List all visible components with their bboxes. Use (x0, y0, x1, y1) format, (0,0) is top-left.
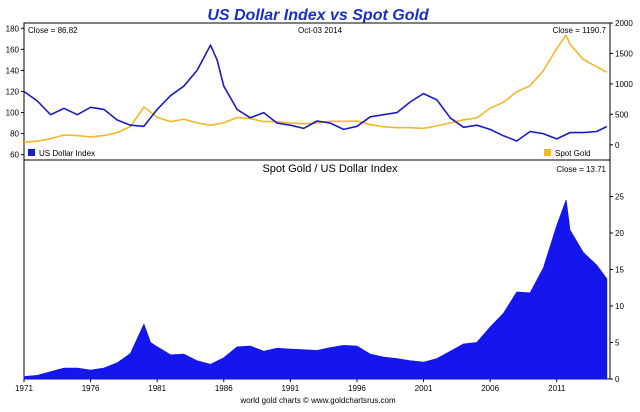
year-axis-tick-label: 2001 (415, 384, 433, 393)
year-axis-tick-label: 1986 (215, 384, 233, 393)
usd-gold-panel: Close = 86.82 Oct-03 2014 Close = 1190.7… (6, 19, 633, 161)
year-axis-tick-label: 1991 (281, 384, 299, 393)
ratio-axis-tick-label: 10 (615, 302, 624, 311)
legend-gold-swatch (544, 149, 551, 156)
gold-axis-tick-label: 2000 (615, 19, 633, 28)
usd-axis-tick-label: 180 (6, 24, 20, 33)
ratio-axis-tick-label: 5 (615, 339, 620, 348)
year-axis-tick-label: 1981 (148, 384, 166, 393)
top-series-group (23, 34, 608, 144)
top-date-label: Oct-03 2014 (298, 26, 343, 35)
usd-axis-tick-label: 100 (6, 109, 20, 118)
ratio-close: Close = 13.71 (556, 165, 606, 174)
legend-usd-label: US Dollar Index (39, 149, 95, 158)
ratio-axis-tick-label: 20 (615, 229, 624, 238)
legend-gold: Spot Gold (544, 149, 591, 158)
ratio-panel: Spot Gold / US Dollar Index Close = 13.7… (15, 159, 624, 393)
legend-gold-label: Spot Gold (555, 149, 591, 158)
gold-axis-tick-label: 1000 (615, 80, 633, 89)
year-axis: 1971 1976 1981 1986 1991 1996 2001 2006 2011 (15, 379, 566, 393)
gold-usd-ratio-area (23, 200, 608, 380)
usd-axis-tick-label: 60 (10, 151, 19, 160)
top-close-right: Close = 1190.7 (553, 26, 607, 35)
top-panel-frame (23, 22, 611, 161)
usd-axis-tick-label: 140 (6, 66, 20, 75)
year-axis-tick-label: 1976 (82, 384, 100, 393)
usd-axis-tick-label: 80 (10, 130, 19, 139)
legend-usd-swatch (28, 149, 35, 156)
legend-usd: US Dollar Index (28, 149, 95, 158)
year-axis-tick-label: 1971 (15, 384, 33, 393)
ratio-axis-tick-label: 25 (615, 193, 624, 202)
gold-axis-tick-label: 1500 (615, 49, 633, 58)
usd-axis-tick-label: 120 (6, 88, 20, 97)
spot-gold-line (23, 34, 608, 144)
year-axis-tick-label: 2006 (481, 384, 499, 393)
top-close-left: Close = 86.82 (28, 26, 78, 35)
ratio-axis: 0 5 10 15 20 25 (610, 193, 624, 384)
footer-credit: world gold charts © www.goldchartsrus.co… (239, 396, 396, 405)
usd-axis: 60 80 100 120 140 160 180 (6, 24, 24, 160)
ratio-title: Spot Gold / US Dollar Index (262, 163, 398, 175)
year-axis-tick-label: 2011 (548, 384, 566, 393)
usd-axis-tick-label: 160 (6, 45, 20, 54)
usd-index-line (23, 44, 608, 142)
gold-axis: 0 500 1000 1500 2000 (610, 19, 633, 150)
year-axis-tick-label: 1996 (348, 384, 366, 393)
ratio-axis-tick-label: 15 (615, 266, 624, 275)
ratio-series-group (23, 200, 608, 380)
chart-title: US Dollar Index vs Spot Gold (207, 7, 430, 24)
gold-axis-tick-label: 0 (615, 141, 620, 150)
ratio-axis-tick-label: 0 (615, 375, 620, 384)
gold-axis-tick-label: 500 (615, 110, 629, 119)
